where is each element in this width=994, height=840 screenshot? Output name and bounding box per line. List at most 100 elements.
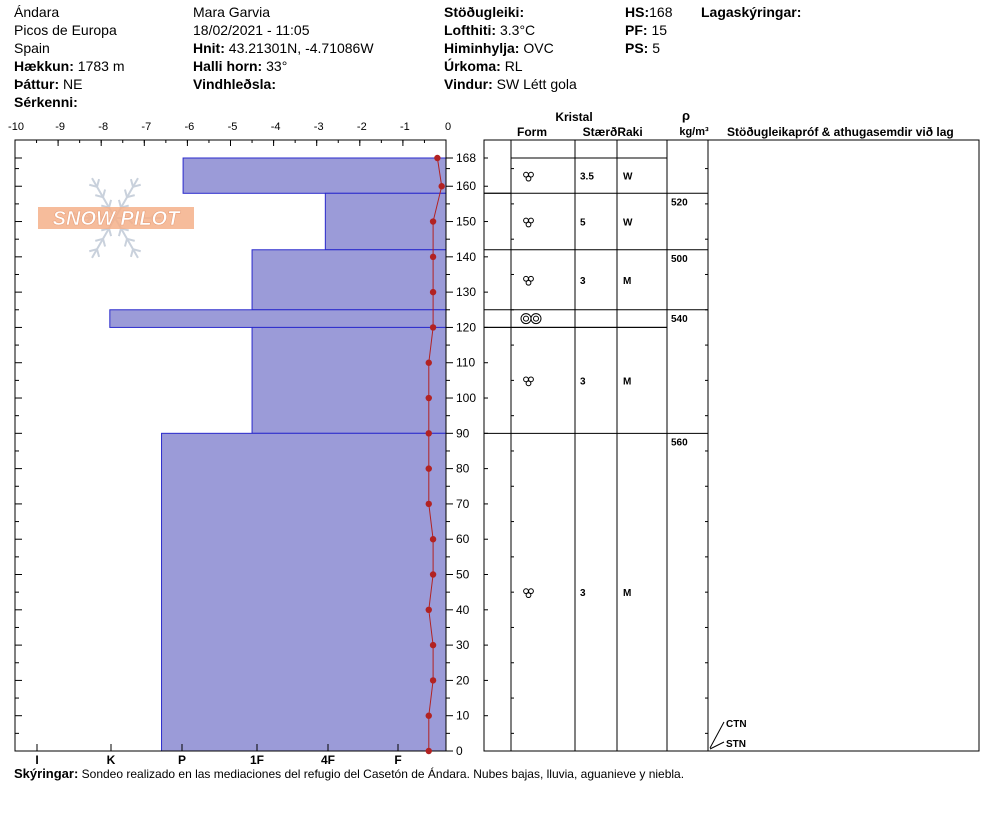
hardness-tick-label: 4F [321, 753, 335, 767]
new-snow-circle [525, 592, 532, 599]
temperature-tick-label: -6 [185, 121, 195, 133]
new-snow-circle [528, 376, 534, 383]
comments: Skýringar: Sondeo realizado en las media… [14, 766, 684, 781]
height-tick-label: 110 [456, 356, 475, 370]
temperature-tick-label: -3 [314, 121, 324, 133]
datetime: 18/02/2021 - 11:05 [193, 22, 310, 38]
height-tick-label: 140 [456, 250, 476, 264]
wind-value: SW Létt gola [496, 76, 577, 92]
air-temp-label: Lofthiti: [444, 22, 497, 38]
comments-text: Sondeo realizado en las mediaciones del … [81, 767, 685, 781]
height-tick-label: 150 [456, 215, 476, 229]
height-tick-label: 90 [456, 426, 470, 440]
wind-label: Vindur: [444, 76, 493, 92]
stability: Stöðugleiki: [444, 3, 577, 21]
snowflake-branch [108, 228, 113, 237]
temperature-tick-label: -1 [400, 121, 410, 133]
country: Spain [14, 40, 50, 56]
temperature-tick-label: -2 [357, 121, 367, 133]
hs-label: HS: [625, 4, 650, 20]
new-snow-icon [523, 376, 534, 387]
layer-legend-label: Lagaskýringar: [701, 4, 802, 20]
location: Ándara [14, 4, 60, 20]
new-snow-circle [528, 275, 534, 282]
temperature-tick-label: -10 [8, 121, 24, 133]
new-snow-circle [528, 217, 534, 224]
wind-loading: Vindhleðsla: [193, 75, 374, 93]
coords-value: 43.21301N, -4.71086W [228, 40, 374, 56]
layer-size: 3.5 [580, 172, 594, 183]
layer-size: 3 [580, 588, 586, 599]
ctn-label: CTN [726, 719, 747, 730]
snowflake-branch [117, 199, 122, 208]
crystal-header: Kristal [555, 110, 592, 124]
layer-size: 5 [580, 218, 586, 229]
layer-moisture: W [623, 172, 633, 183]
ps-label: PS: [625, 40, 649, 56]
height-tick-label: 20 [456, 673, 470, 687]
temperature-point [425, 465, 432, 472]
pf-label: PF: [625, 22, 648, 38]
form-header: Form [517, 125, 547, 139]
stability-tests: CTN STN [709, 719, 747, 750]
snowflake-branch [126, 194, 135, 199]
hardness-layers [109, 157, 447, 752]
layer-moisture: M [623, 588, 631, 599]
hardness-layer-2 [251, 249, 447, 311]
temperature-axis: -10 -9 -8 -7 -6 -5 -4 -3 -2 -1 0 [8, 121, 451, 146]
header-col-4: HS:168 PF: 15 PS: 5 [625, 3, 672, 57]
hardness-tick-label: 1F [250, 753, 264, 767]
layer-size: 3 [580, 376, 586, 387]
ps: PS: 5 [625, 39, 672, 57]
temperature-point [425, 359, 432, 366]
height-tick-label: 130 [456, 285, 476, 299]
height-tick-label: 70 [456, 497, 470, 511]
temperature-point [429, 218, 437, 225]
slope-value: 33° [266, 58, 288, 74]
new-snow-icon [523, 171, 534, 182]
size-header: Stærð [583, 125, 618, 139]
temperature-point [429, 571, 437, 578]
layer-size: 3 [580, 276, 586, 287]
hardness-layer-5 [161, 432, 447, 752]
logo-band [38, 207, 194, 229]
hardness-layer-0 [182, 157, 447, 194]
layer-moisture: M [623, 276, 631, 287]
snowflake-branch [96, 178, 101, 188]
temperature-point [425, 747, 432, 755]
new-snow-circle [525, 380, 532, 387]
new-snow-circle [525, 279, 532, 286]
temperature-line [428, 157, 443, 751]
sky-label: Himinhylja: [444, 40, 520, 56]
new-snow-icon [523, 588, 534, 599]
melt-circle [530, 313, 542, 325]
new-snow-icon [523, 217, 534, 228]
air-temp: Lofthiti: 3.3°C [444, 21, 577, 39]
temperature-point [429, 324, 437, 331]
height-tick-label: 120 [456, 320, 476, 334]
snowflake-branch [96, 248, 101, 258]
height-tick-label: 40 [456, 603, 470, 617]
hardness-layer-3 [109, 309, 447, 328]
snowflake-branch [132, 183, 141, 188]
temperature-tick-label: -9 [55, 121, 65, 133]
temperature-point [429, 288, 437, 296]
height-axis: 0 10 20 30 40 50 60 70 80 90 100 110 120 130 140 150 160… [15, 151, 476, 758]
temperature-tick-label: -4 [271, 121, 281, 133]
wind-loading-label: Vindhleðsla: [193, 76, 276, 92]
melt-inner [533, 315, 539, 322]
slope-label: Halli horn: [193, 58, 263, 74]
observer: Mara Garvia [193, 4, 271, 20]
layer-density: 540 [671, 314, 688, 325]
temperature-point [425, 500, 432, 508]
aspect-value: NE [63, 76, 83, 92]
moisture-header: Raki [617, 125, 642, 139]
hardness-tick-label: I [35, 753, 38, 767]
snowflake-branch [89, 248, 98, 253]
temperature-tick-label: 0 [445, 121, 451, 133]
height-tick-label: 50 [456, 568, 470, 582]
hs: HS:168 [625, 3, 672, 21]
wind: Vindur: SW Létt gola [444, 75, 577, 93]
features: Sérkenni: [14, 93, 125, 111]
rho-unit-header: kg/m³ [679, 126, 709, 138]
